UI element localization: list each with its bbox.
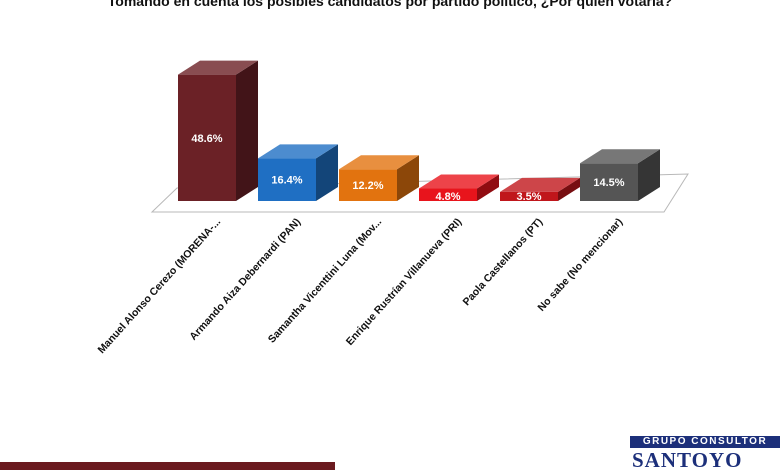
bar-top [178,60,258,75]
data-label: 14.5% [593,177,624,189]
bar-front [580,163,638,201]
category-label: No sabe (No mencionar) [535,216,625,314]
bar-top [419,174,499,189]
bar-2 [258,144,338,201]
bar-side [316,144,338,201]
bar-front [339,169,397,201]
chart-title: Tomando en cuenta los posibles candidato… [107,0,673,9]
bar-side [638,149,660,201]
category-label: Paola Castellanos (PT) [461,216,546,308]
bar-1 [178,60,258,201]
data-label: 16.4% [271,175,302,187]
data-label: 4.8% [435,191,460,203]
bar-6 [580,149,660,201]
bar-side [477,174,499,201]
bar-top [580,149,660,164]
bar-front [500,191,558,201]
bar-top [500,177,580,192]
bar-front [258,158,316,201]
bar-side [236,60,258,201]
bar-3 [339,155,419,201]
bar-front [178,74,236,201]
santoyo-logo: GRUPO CONSULTOR SANTOYO [630,436,780,472]
bar-side [558,177,580,201]
bar-side [397,155,419,201]
bar-top [339,155,419,170]
bar-top [258,144,338,159]
data-label: 12.2% [352,180,383,192]
data-label: 3.5% [516,191,541,203]
footer-bar [0,462,335,470]
category-label: Manuel Alonso Cerezo (MORENA-... [96,216,224,356]
bar-5 [500,177,580,201]
data-label: 48.6% [191,133,222,145]
logo-bottom-text: SANTOYO [632,448,743,472]
bar-4 [419,174,499,201]
bar-front [419,188,477,201]
logo-top-text: GRUPO CONSULTOR [630,436,780,448]
